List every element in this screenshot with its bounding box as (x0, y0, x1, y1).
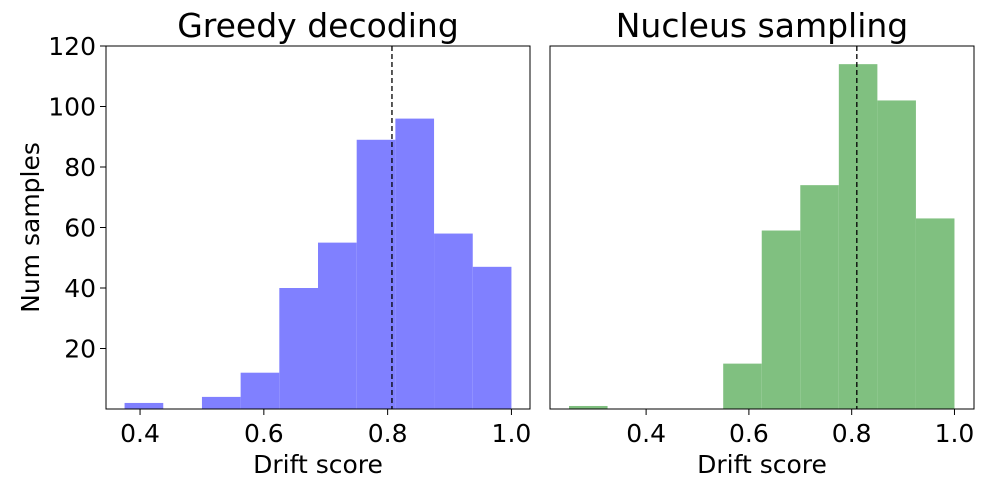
nucleus-bar-6 (800, 185, 839, 409)
greedy-y-tick-label-5: 120 (48, 32, 96, 61)
greedy-x-tick-label-1: 0.6 (244, 419, 284, 448)
greedy-bar-8 (434, 233, 473, 409)
nucleus-bar-9 (915, 218, 955, 409)
greedy-bar-3 (240, 372, 280, 409)
greedy-bar-7 (395, 118, 435, 409)
nucleus-title: Nucleus sampling (616, 6, 909, 45)
nucleus-x-tick-label-1: 0.6 (729, 419, 769, 448)
greedy-bar-6 (356, 139, 396, 409)
greedy-title: Greedy decoding (177, 6, 459, 45)
nucleus-bar-7 (838, 64, 878, 410)
greedy-x-tick-label-3: 1.0 (492, 419, 532, 448)
nucleus-bar-0 (569, 405, 608, 409)
greedy-y-axis-label: Num samples (16, 142, 45, 313)
nucleus-sampling-panel: 0.4 0.6 0.8 1.0 Nucleus sampling Drift scor… (549, 6, 975, 479)
nucleus-x-tick-label-0: 0.4 (626, 419, 666, 448)
nucleus-bar-5 (761, 230, 801, 409)
nucleus-axes-frame (549, 45, 975, 410)
nucleus-bar-4 (723, 363, 762, 409)
nucleus-bar-8 (877, 100, 916, 409)
greedy-y-tick-label-1: 40 (64, 274, 96, 303)
greedy-x-ticks: 0.4 0.6 0.8 1.0 (120, 409, 531, 448)
nucleus-x-axis-label: Drift score (697, 450, 827, 479)
greedy-bar-0 (124, 402, 164, 409)
greedy-y-tick-label-2: 60 (64, 214, 96, 243)
nucleus-bars (569, 64, 955, 410)
greedy-y-tick-label-3: 80 (64, 153, 96, 182)
greedy-y-ticks: 20 40 60 80 100 120 (48, 32, 106, 364)
greedy-x-axis-label: Drift score (253, 450, 383, 479)
nucleus-x-ticks: 0.4 0.6 0.8 1.0 (626, 409, 974, 448)
greedy-y-tick-label-0: 20 (64, 335, 96, 364)
greedy-y-tick-label-4: 100 (48, 93, 96, 122)
nucleus-x-tick-label-2: 0.8 (832, 419, 872, 448)
greedy-bar-2 (201, 396, 241, 409)
greedy-x-tick-label-0: 0.4 (120, 419, 160, 448)
greedy-bars (124, 118, 512, 409)
greedy-bar-9 (472, 266, 512, 409)
greedy-x-tick-label-2: 0.8 (368, 419, 408, 448)
greedy-bar-4 (279, 288, 318, 409)
greedy-decoding-panel: 0.4 0.6 0.8 1.0 20 40 60 80 100 120 Greedy decod… (16, 6, 531, 479)
nucleus-x-tick-label-3: 1.0 (935, 419, 975, 448)
greedy-bar-5 (318, 242, 357, 409)
